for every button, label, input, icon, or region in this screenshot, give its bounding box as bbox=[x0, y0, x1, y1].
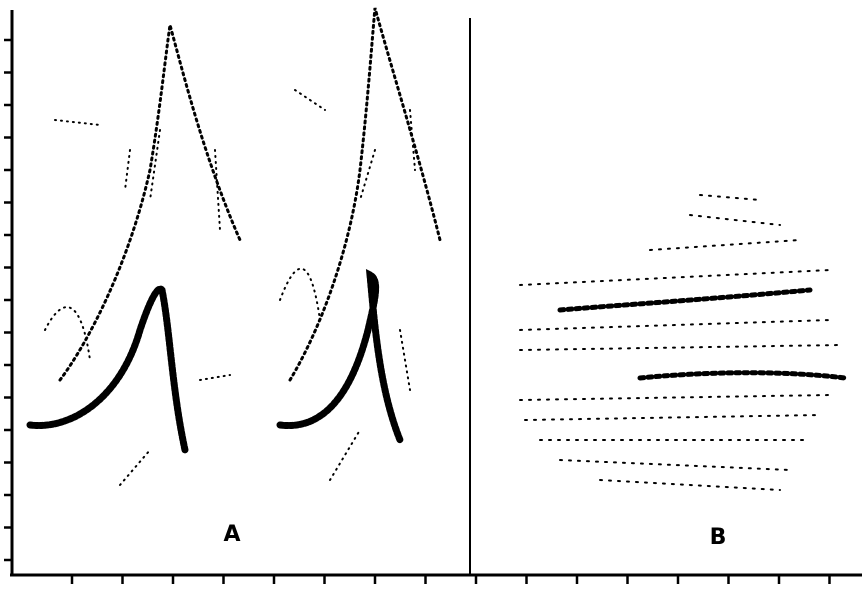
spectrogram-b bbox=[519, 194, 848, 491]
axes bbox=[4, 10, 862, 584]
ticks bbox=[4, 38, 831, 584]
speckle bbox=[288, 7, 442, 382]
pattern bbox=[26, 24, 242, 486]
panel-label: A bbox=[223, 522, 240, 547]
speckle bbox=[276, 269, 404, 444]
speckle bbox=[58, 24, 242, 382]
speckle bbox=[557, 287, 848, 381]
panel-label: B bbox=[710, 525, 727, 550]
speckle bbox=[279, 89, 416, 481]
spectrogram-a bbox=[26, 7, 442, 486]
speckle bbox=[519, 194, 841, 491]
speckle bbox=[44, 119, 231, 486]
pattern bbox=[276, 7, 442, 481]
speckle bbox=[26, 285, 189, 454]
